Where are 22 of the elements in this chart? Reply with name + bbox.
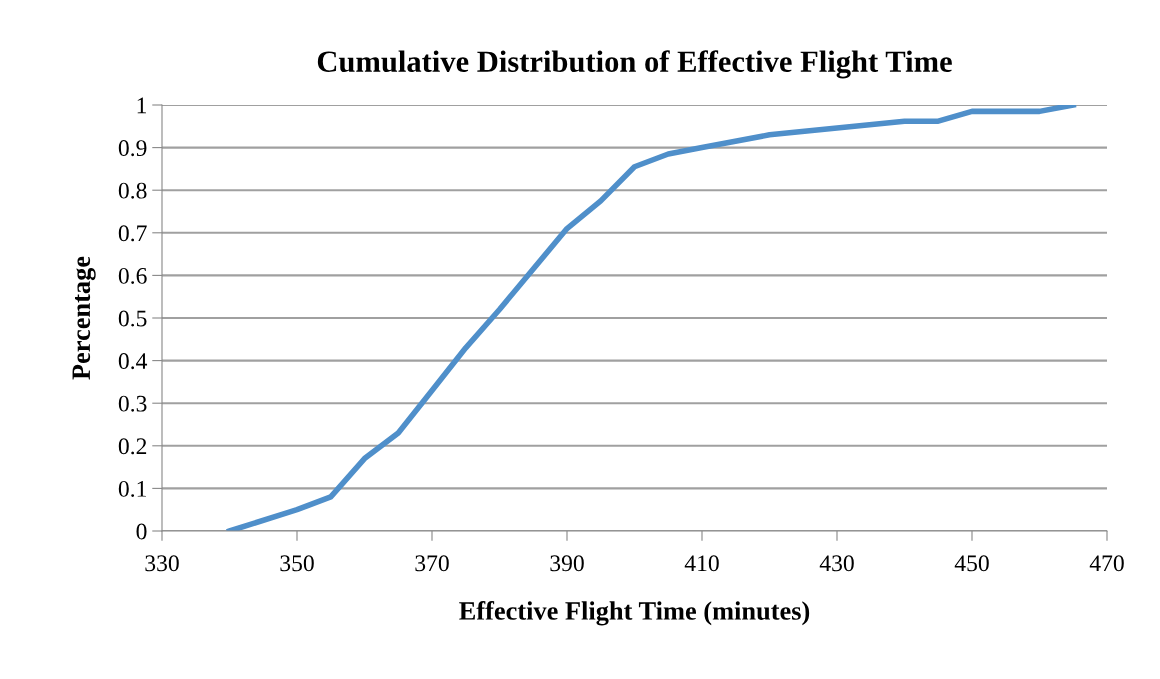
x-tick-label: 410	[684, 555, 719, 572]
y-tick-label: 0.2	[118, 438, 147, 455]
y-tick-label: 0.1	[118, 480, 146, 497]
y-axis-title: Percentage	[72, 256, 96, 380]
x-tick-label: 430	[819, 555, 854, 572]
x-tick-label: 330	[145, 555, 179, 572]
x-tick-label: 370	[415, 555, 449, 572]
y-tick-label: 0.5	[118, 310, 147, 327]
x-tick-label: 450	[954, 555, 989, 572]
y-tick-label: 0.6	[118, 267, 147, 284]
y-tick-label: 0.4	[118, 353, 148, 370]
y-tick-label: 0.3	[118, 395, 147, 412]
y-tick-label: 0.9	[118, 140, 147, 157]
y-tick-label: 0.8	[118, 182, 147, 199]
x-tick-label: 350	[280, 555, 314, 572]
y-tick-label: 1	[137, 97, 146, 114]
x-tick-label: 390	[550, 555, 584, 572]
chart-title: Cumulative Distribution of Effective Flight Time	[317, 50, 952, 79]
y-tick-label: 0	[136, 523, 147, 540]
x-axis-title: Effective Flight Time (minutes)	[459, 601, 810, 626]
x-tick-label: 470	[1089, 555, 1124, 572]
y-tick-label: 0.7	[118, 225, 147, 242]
